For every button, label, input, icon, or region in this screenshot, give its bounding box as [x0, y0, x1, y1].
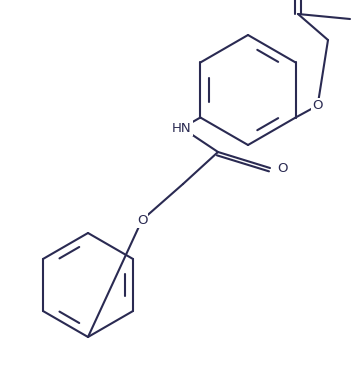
Text: O: O [312, 99, 323, 112]
Text: HN: HN [172, 122, 192, 134]
Text: O: O [277, 161, 287, 174]
Text: O: O [137, 214, 147, 227]
